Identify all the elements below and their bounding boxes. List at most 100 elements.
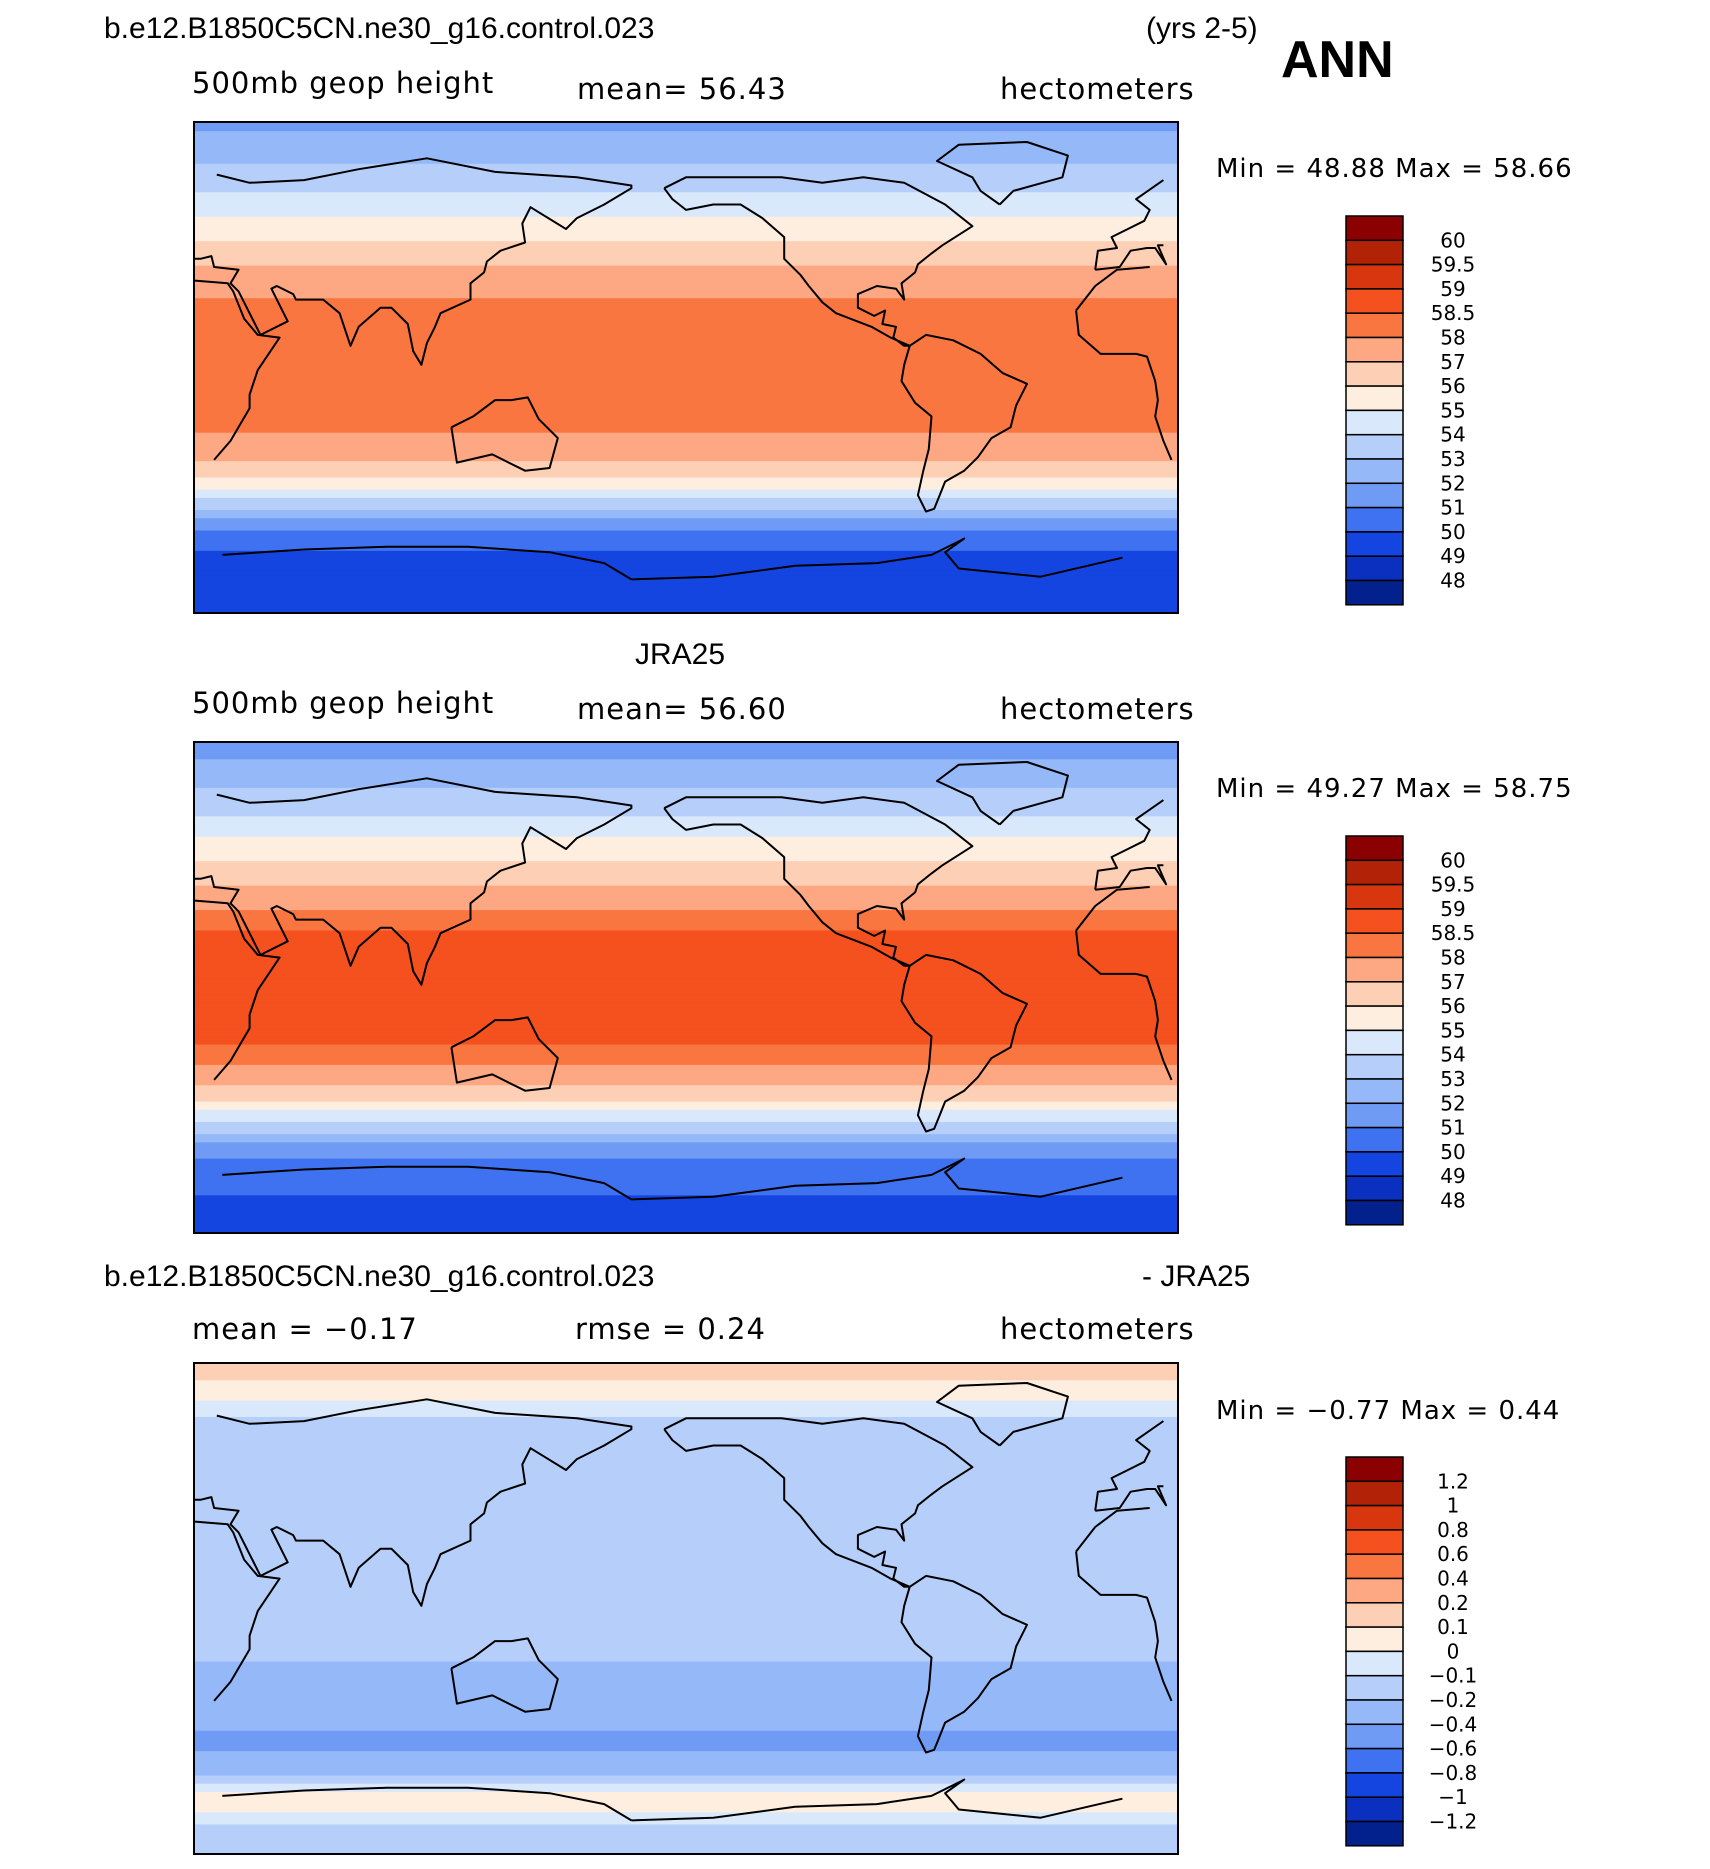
contour-band — [195, 351, 1177, 356]
contour-band — [195, 1677, 1177, 1683]
contour-band — [195, 910, 1177, 915]
contour-band — [195, 265, 1177, 271]
contour-band — [195, 1028, 1177, 1033]
contour-band — [195, 563, 1177, 568]
contour-band — [195, 143, 1177, 149]
contour-band — [195, 820, 1177, 826]
contour-band — [195, 877, 1177, 883]
contour-band — [195, 1150, 1177, 1156]
colorbar-label: 58.5 — [1431, 301, 1476, 325]
contour-band — [195, 1710, 1177, 1716]
contour-band — [195, 493, 1177, 499]
contour-band — [195, 249, 1177, 254]
colorbar-label: 59.5 — [1431, 873, 1476, 897]
contour-band — [195, 1612, 1177, 1618]
coastline — [222, 1786, 632, 1822]
contour-band — [195, 804, 1177, 809]
contour-band — [195, 816, 1177, 822]
contour-band — [195, 192, 1177, 197]
contour-band — [195, 1486, 1177, 1491]
colorbar-label: 59 — [1440, 277, 1465, 301]
panel2-colorbar: 60 59.5 59 58.5 58 57 56 55 54 53 52 51 50 49 48 — [1345, 835, 1506, 1226]
colorbar-swatch — [1345, 1126, 1404, 1153]
contour-band — [195, 432, 1177, 438]
contour-band — [195, 901, 1177, 907]
contour-band — [195, 1380, 1177, 1385]
contour-band — [195, 1820, 1177, 1826]
contour-band — [195, 363, 1177, 369]
contour-band — [195, 1632, 1177, 1638]
contour-band — [195, 453, 1177, 458]
panel1-minmax: Min = 48.88 Max = 58.66 — [1216, 154, 1573, 184]
contour-band — [195, 755, 1177, 760]
contour-band — [195, 824, 1177, 830]
coastlines — [195, 761, 1173, 1201]
contour-band — [195, 1121, 1177, 1127]
colorbar-swatch — [1345, 336, 1404, 363]
contour-band — [195, 1579, 1177, 1585]
contour-band — [195, 1645, 1177, 1650]
contour-band — [195, 1604, 1177, 1610]
contour-band — [195, 1759, 1177, 1764]
contour-band — [195, 1453, 1177, 1459]
contour-band — [195, 1048, 1177, 1054]
contour-band — [195, 897, 1177, 903]
contour-band — [195, 1077, 1177, 1082]
contour-band — [195, 1007, 1177, 1013]
contour-band — [195, 1608, 1177, 1614]
contour-band — [195, 155, 1177, 161]
contour-band — [195, 514, 1177, 519]
contour-band — [195, 1109, 1177, 1115]
contour-band — [195, 290, 1177, 295]
contour-band — [195, 530, 1177, 536]
contour-band — [195, 1223, 1177, 1229]
contour-band — [195, 526, 1177, 532]
contour-band — [195, 1588, 1177, 1593]
colorbar-label: 50 — [1440, 1140, 1465, 1164]
colorbar-label: −0.6 — [1429, 1737, 1478, 1761]
contour-band — [195, 1628, 1177, 1634]
contour-band — [195, 1800, 1177, 1805]
contour-band — [195, 751, 1177, 756]
contour-band — [195, 763, 1177, 769]
contour-band — [195, 853, 1177, 858]
contour-band — [195, 1404, 1177, 1410]
contour-band — [195, 444, 1177, 450]
contour-band — [195, 942, 1177, 948]
contour-band — [195, 237, 1177, 242]
coastline — [900, 953, 1028, 1133]
contour-band — [195, 906, 1177, 911]
colorbar-label: 51 — [1440, 496, 1465, 520]
contour-band — [195, 1073, 1177, 1078]
colorbar-label: 49 — [1440, 544, 1465, 568]
colorbar-swatch — [1345, 956, 1404, 983]
contour-band — [195, 808, 1177, 813]
contour-band — [195, 812, 1177, 817]
contour-band — [195, 1101, 1177, 1107]
coastline — [1075, 930, 1173, 1081]
contour-band — [195, 791, 1177, 797]
contour-band — [195, 1162, 1177, 1168]
contour-band — [195, 253, 1177, 259]
contour-band — [195, 567, 1177, 572]
contour-band — [195, 1714, 1177, 1720]
contour-band — [195, 1551, 1177, 1557]
contour-band — [195, 1787, 1177, 1793]
contour-band — [195, 1730, 1177, 1736]
contour-band — [195, 930, 1177, 936]
contour-band — [195, 343, 1177, 348]
contour-band — [195, 1425, 1177, 1430]
colorbar-label: 54 — [1440, 423, 1465, 447]
panel1-colorbar: 60 59.5 59 58.5 58 57 56 55 54 53 52 51 50 49 48 — [1345, 215, 1506, 606]
colorbar-swatch — [1345, 1529, 1404, 1555]
contour-band — [195, 559, 1177, 564]
contour-band — [195, 958, 1177, 964]
contour-band — [195, 579, 1177, 585]
contour-band — [195, 212, 1177, 218]
contour-band — [195, 277, 1177, 283]
contour-band — [195, 1763, 1177, 1769]
coastline — [1075, 886, 1150, 932]
colorbar-swatch — [1345, 1772, 1404, 1798]
contour-band — [195, 228, 1177, 234]
contour-band — [195, 571, 1177, 576]
